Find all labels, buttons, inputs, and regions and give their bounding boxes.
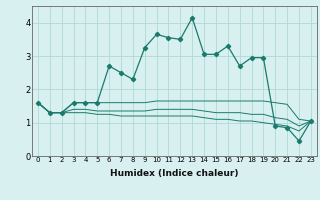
X-axis label: Humidex (Indice chaleur): Humidex (Indice chaleur) <box>110 169 239 178</box>
